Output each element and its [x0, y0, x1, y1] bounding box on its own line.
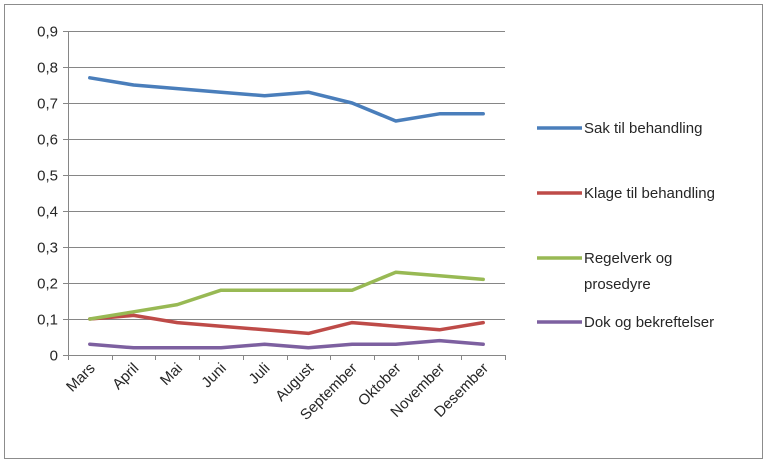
- y-tick-label: 0,8: [37, 60, 58, 77]
- series-line: [88, 338, 485, 350]
- legend: Sak til behandling Klage til behandling Re…: [537, 120, 715, 331]
- legend-label: Sak til behandling: [584, 120, 702, 137]
- y-tick-label: 0,9: [37, 24, 58, 41]
- y-tick-label: 0,4: [37, 204, 58, 221]
- series-line: [88, 270, 485, 321]
- chart-frame: [4, 4, 763, 459]
- y-tick-label: 0: [50, 348, 58, 365]
- x-tick-label: Juni: [198, 360, 229, 391]
- y-tick-label: 0,5: [37, 168, 58, 185]
- y-tick-label: 0,3: [37, 240, 58, 257]
- axes: [68, 31, 506, 360]
- x-tick-label: Mai: [157, 360, 186, 389]
- grid-lines: [63, 31, 505, 356]
- y-tick-labels: 0 0,1 0,2 0,3 0,4 0,5 0,6 0,7 0,8 0,9: [37, 24, 58, 365]
- series-line: [88, 76, 485, 123]
- x-tick-label: April: [109, 360, 142, 393]
- y-tick-label: 0,1: [37, 312, 58, 329]
- y-tick-label: 0,6: [37, 132, 58, 149]
- y-tick-label: 0,7: [37, 96, 58, 113]
- x-tick-labels: Mars April Mai Juni JuliAugustSeptemberOktob…: [63, 359, 492, 423]
- series-lines: [88, 76, 485, 350]
- legend-label: Klage til behandling: [584, 185, 715, 202]
- series-line: [88, 313, 485, 336]
- legend-label: prosedyre: [584, 276, 651, 293]
- x-tick-label: Juli: [246, 360, 274, 388]
- legend-label: Regelverk og: [584, 250, 672, 267]
- y-tick-label: 0,2: [37, 276, 58, 293]
- x-tick-label: Mars: [63, 360, 99, 396]
- legend-label: Dok og bekreftelser: [584, 314, 714, 331]
